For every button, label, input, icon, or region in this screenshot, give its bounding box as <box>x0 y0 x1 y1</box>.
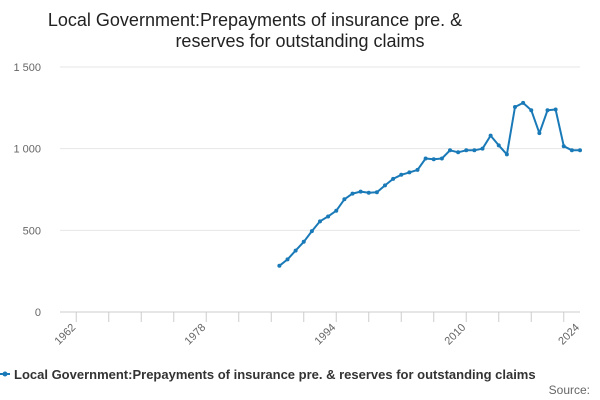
legend-label: Local Government:Prepayments of insuranc… <box>14 367 536 382</box>
data-point[interactable] <box>529 108 534 113</box>
x-tick-label: 1978 <box>183 322 209 348</box>
source-label: Source: <box>549 383 590 397</box>
data-point[interactable] <box>334 208 339 213</box>
y-axis: 0 500 1 000 1 500 <box>13 62 41 319</box>
data-point[interactable] <box>342 197 347 202</box>
data-point[interactable] <box>326 214 331 219</box>
x-tick-label: 1994 <box>313 322 339 348</box>
data-point[interactable] <box>496 143 501 148</box>
data-point[interactable] <box>350 191 355 196</box>
x-tick-label: 1962 <box>53 322 79 348</box>
data-point[interactable] <box>513 105 517 110</box>
data-point[interactable] <box>277 263 282 268</box>
data-point[interactable] <box>383 183 387 188</box>
x-axis: 1962 1978 1994 2010 2024 <box>53 311 582 348</box>
data-point[interactable] <box>569 148 574 153</box>
chart-title: Local Government:Prepayments of insuranc… <box>48 10 462 51</box>
data-point[interactable] <box>431 157 436 162</box>
chart-title-line-2: reserves for outstanding claims <box>175 31 424 51</box>
data-point[interactable] <box>480 146 485 151</box>
legend-swatch-marker <box>2 371 8 377</box>
y-tick-label: 1 500 <box>13 62 41 74</box>
data-point[interactable] <box>391 176 396 181</box>
data-point[interactable] <box>399 172 404 177</box>
data-point[interactable] <box>366 190 371 195</box>
y-tick-label: 1 000 <box>13 144 41 156</box>
data-point[interactable] <box>553 107 558 112</box>
x-tick-label: 2024 <box>556 322 582 348</box>
data-point[interactable] <box>285 257 290 262</box>
data-point[interactable] <box>578 148 582 153</box>
data-point[interactable] <box>423 156 428 161</box>
data-point[interactable] <box>358 189 363 194</box>
x-tick-label: 2010 <box>443 322 469 348</box>
data-point[interactable] <box>504 152 509 157</box>
series-line <box>278 101 580 267</box>
data-point[interactable] <box>472 148 477 153</box>
data-point[interactable] <box>537 131 542 136</box>
data-point[interactable] <box>561 144 566 149</box>
data-point[interactable] <box>318 219 322 224</box>
data-point[interactable] <box>439 156 444 161</box>
data-point[interactable] <box>464 148 469 153</box>
data-point[interactable] <box>448 148 452 153</box>
y-tick-label: 500 <box>23 225 41 237</box>
legend[interactable]: Local Government:Prepayments of insuranc… <box>0 367 536 382</box>
y-tick-label: 0 <box>35 307 41 319</box>
data-point[interactable] <box>521 100 526 105</box>
series-layer <box>277 100 582 268</box>
data-point[interactable] <box>545 108 550 113</box>
data-point[interactable] <box>301 239 306 244</box>
gridlines <box>60 66 580 231</box>
data-point[interactable] <box>456 150 461 155</box>
data-point[interactable] <box>293 248 298 253</box>
chart-title-line-1: Local Government:Prepayments of insuranc… <box>48 10 462 30</box>
data-point[interactable] <box>488 133 493 138</box>
data-point[interactable] <box>407 170 412 175</box>
data-point[interactable] <box>309 229 314 234</box>
data-point[interactable] <box>374 190 379 195</box>
data-point[interactable] <box>415 167 420 172</box>
